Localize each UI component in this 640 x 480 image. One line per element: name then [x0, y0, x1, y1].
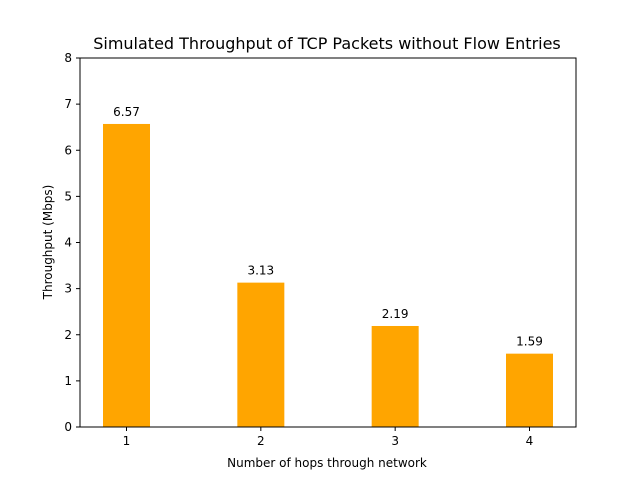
- data-label-3: 2.19: [382, 307, 409, 321]
- x-axis-label: Number of hops through network: [227, 456, 427, 470]
- y-axis-ticks: 0 1 2 3 4 5 6 7 8: [64, 51, 80, 434]
- data-label-2: 3.13: [247, 264, 274, 278]
- y-tick-label-0: 0: [64, 420, 72, 434]
- y-tick-label-3: 3: [64, 282, 72, 296]
- y-tick-label-2: 2: [64, 328, 72, 342]
- x-tick-label-3: 3: [391, 434, 399, 448]
- y-tick-label-7: 7: [64, 97, 72, 111]
- x-tick-label-1: 1: [123, 434, 131, 448]
- x-axis-ticks: 1 2 3 4: [123, 427, 534, 448]
- x-tick-label-2: 2: [257, 434, 265, 448]
- y-tick-label-5: 5: [64, 189, 72, 203]
- y-tick-label-8: 8: [64, 51, 72, 65]
- bars-group: [103, 123, 553, 428]
- y-tick-label-4: 4: [64, 236, 72, 250]
- data-label-4: 1.59: [516, 335, 543, 349]
- bar-2: [237, 282, 285, 427]
- plot-frame: [79, 57, 577, 428]
- data-label-1: 6.57: [113, 105, 140, 119]
- y-axis-label: Throughput (Mbps): [41, 185, 55, 301]
- chart-title: Simulated Throughput of TCP Packets with…: [93, 34, 561, 53]
- bar-4: [506, 353, 553, 427]
- bar-1: [103, 123, 150, 428]
- y-tick-label-1: 1: [64, 374, 72, 388]
- y-tick-label-6: 6: [64, 143, 72, 157]
- x-tick-label-4: 4: [526, 434, 534, 448]
- bar-3: [371, 325, 419, 427]
- data-labels-group: 6.57 3.13 2.19 1.59: [113, 105, 543, 349]
